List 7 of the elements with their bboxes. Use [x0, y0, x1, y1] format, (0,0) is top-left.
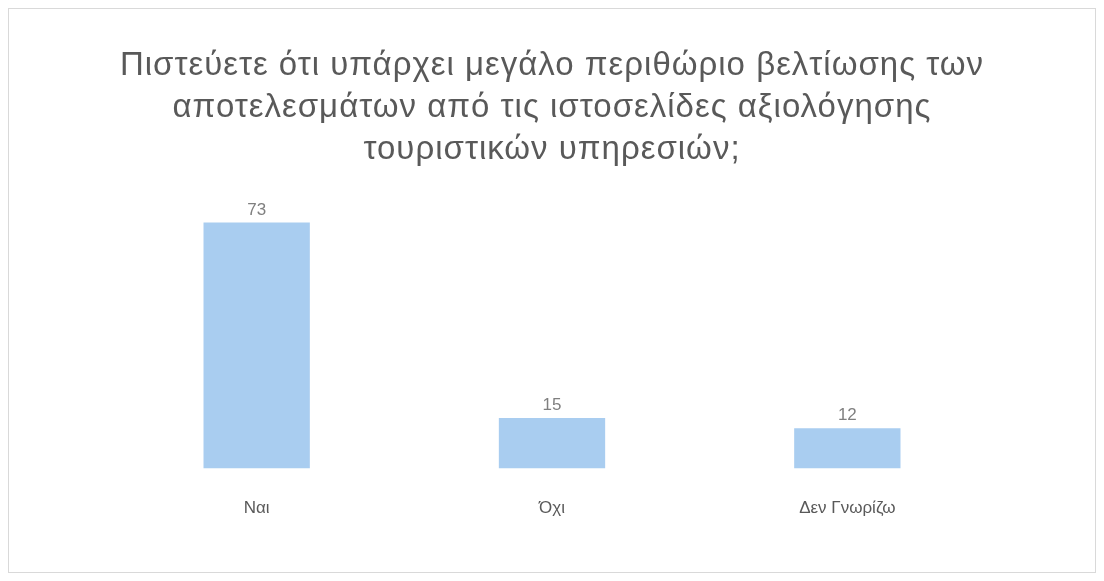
x-tick-label: Όχι: [538, 498, 566, 518]
chart-title: Πιστεύετε ότι υπάρχει μεγάλο περιθώριο βελτίωσης των αποτελεσμάτων από τις ιστοσελίδες αξιολόγησης τουριστικών υπηρεσιών;: [118, 44, 986, 168]
x-tick-label: Δεν Γνωρίζω: [799, 498, 896, 518]
data-label: 73: [247, 199, 267, 219]
x-tick-label: Ναι: [243, 498, 270, 518]
data-label: 12: [837, 405, 857, 425]
data-label: 15: [542, 395, 562, 415]
